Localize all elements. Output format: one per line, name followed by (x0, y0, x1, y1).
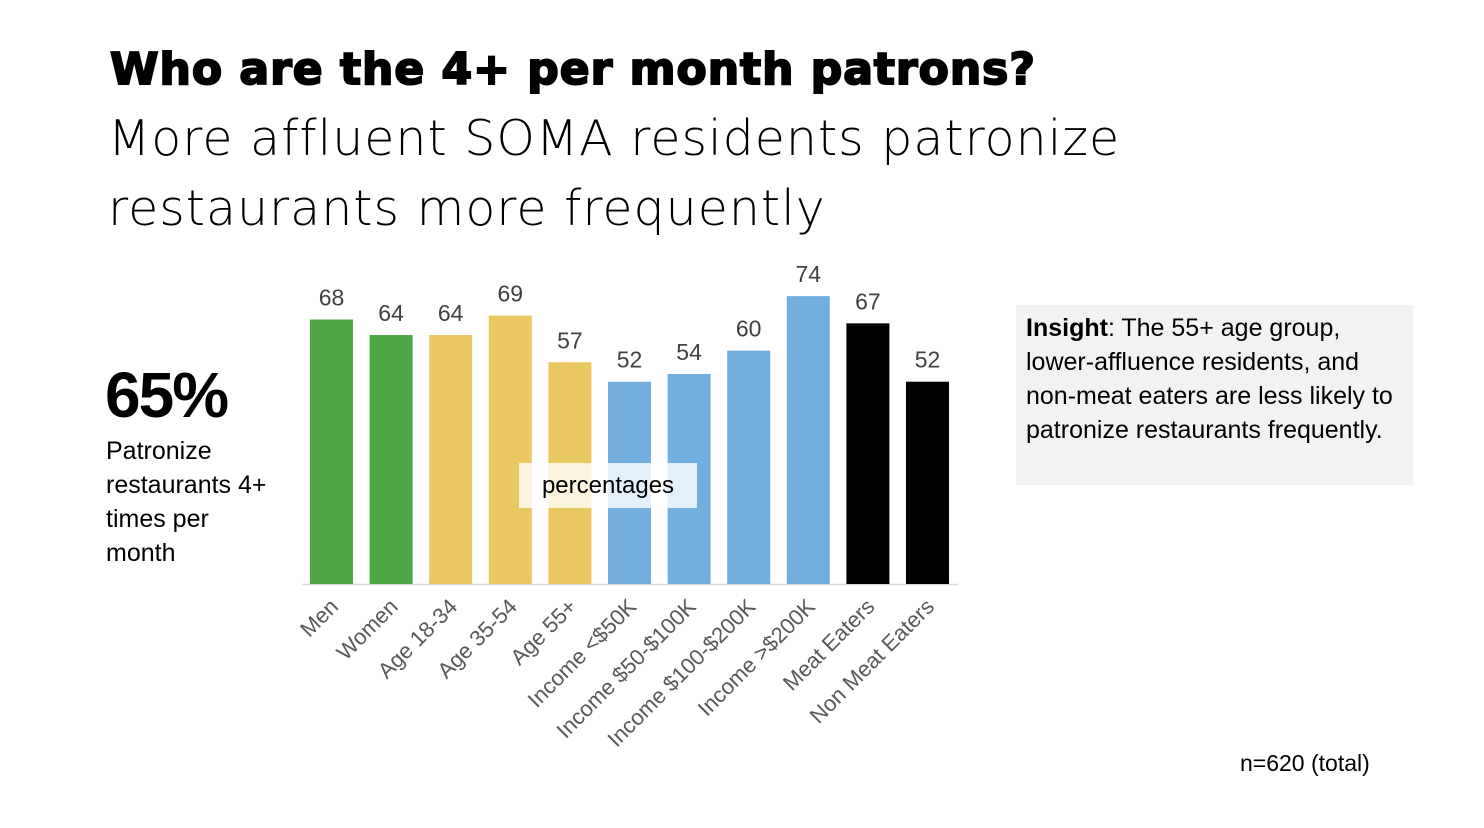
data-label: 74 (796, 261, 822, 287)
data-label: 64 (378, 300, 404, 326)
headline-stat: 65% (105, 359, 229, 431)
bar (846, 323, 890, 584)
page-title: Who are the 4+ per month patrons? (109, 43, 1036, 96)
sample-size-note: n=620 (total) (1240, 750, 1370, 776)
bar (369, 335, 413, 584)
data-label: 69 (498, 281, 524, 307)
page-subtitle: More affluent SOMA residents patronize r… (108, 110, 1121, 237)
data-label: 52 (915, 347, 941, 373)
bar (786, 296, 830, 584)
data-label: 52 (617, 347, 643, 373)
data-label: 67 (855, 288, 881, 314)
insight-box: Insight: The 55+ age group, lower-afflue… (1016, 305, 1413, 485)
y-axis-label: percentages (519, 463, 697, 508)
data-label: 64 (438, 300, 464, 326)
headline-stat-description: Patronize restaurants 4+ times per month (106, 437, 267, 567)
bar (310, 319, 353, 584)
bar (727, 350, 771, 584)
bar (906, 381, 949, 584)
data-label: 57 (557, 327, 583, 353)
data-label: 60 (736, 316, 762, 342)
bar (488, 315, 532, 584)
data-label: 68 (319, 284, 345, 310)
bar (429, 335, 473, 584)
x-tick-label: Men (295, 594, 343, 642)
data-label: 54 (676, 339, 702, 365)
insight-label: Insight (1026, 314, 1108, 342)
insight-text: : The 55+ age group, lower-affluence res… (1026, 314, 1393, 444)
